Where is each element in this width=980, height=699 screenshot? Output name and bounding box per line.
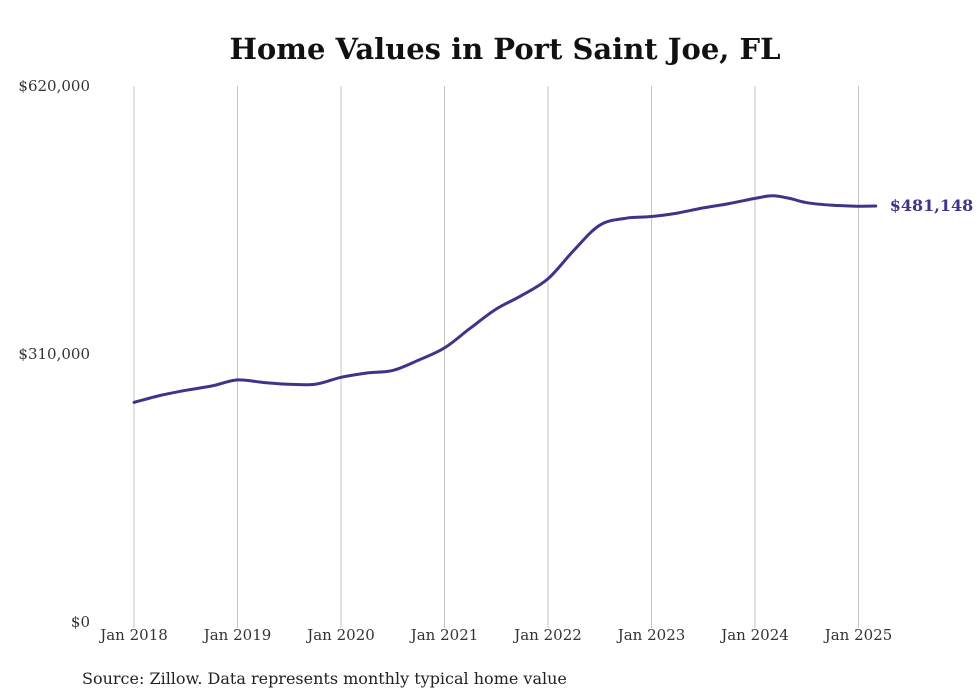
gridlines (133, 86, 859, 628)
chart-title: Home Values in Port Saint Joe, FL (230, 32, 781, 66)
x-tick-label-5: Jan 2023 (616, 626, 686, 644)
series-line-0 (132, 194, 878, 404)
source-note: Source: Zillow. Data represents monthly … (82, 669, 567, 688)
x-tick-label-2: Jan 2020 (305, 626, 375, 644)
x-tick-label-0: Jan 2018 (98, 626, 168, 644)
x-axis-tick-labels: Jan 2018 Jan 2019 Jan 2020 Jan 2021 Jan 2022… (98, 626, 892, 644)
x-tick-label-6: Jan 2024 (719, 626, 789, 644)
x-tick-label-3: Jan 2021 (409, 626, 479, 644)
y-tick-label-0: $0 (71, 613, 90, 631)
series-group (132, 194, 878, 404)
x-tick-label-7: Jan 2025 (823, 626, 893, 644)
x-tick-label-4: Jan 2022 (512, 626, 582, 644)
x-tick-label-1: Jan 2019 (202, 626, 272, 644)
y-tick-label-2: $620,000 (18, 77, 90, 95)
y-tick-label-1: $310,000 (18, 345, 90, 363)
end-value-label: $481,148 (890, 196, 974, 215)
y-axis-tick-labels: $0 $310,000 $620,000 (18, 77, 90, 631)
